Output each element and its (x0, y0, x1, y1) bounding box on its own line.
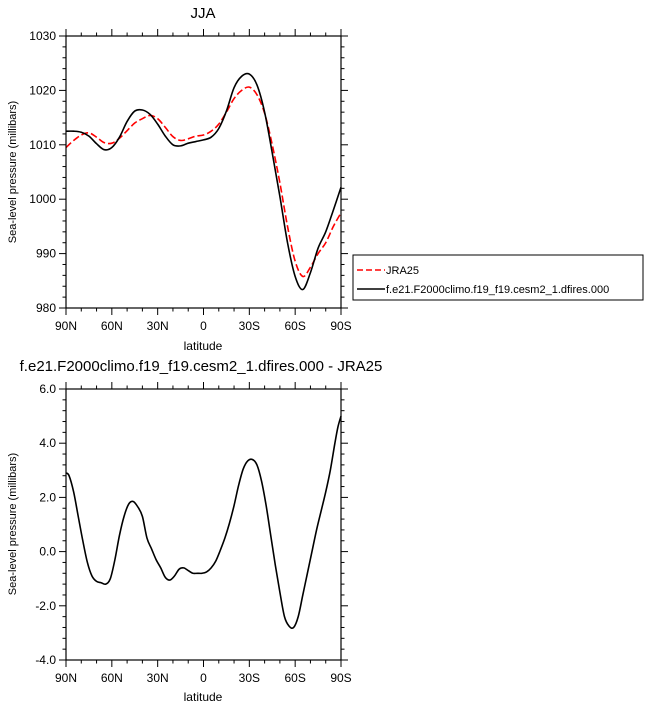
bottom-y-tick-label: -4.0 (35, 653, 56, 667)
bottom-x-tick-label: 90S (330, 671, 351, 685)
bottom-y-tick-label: 4.0 (39, 436, 56, 450)
bottom-series-line-0 (65, 415, 342, 630)
top-y-tick-label: 990 (36, 247, 56, 261)
bottom-chart-title: f.e21.F2000climo.f19_f19.cesm2_1.dfires.… (20, 358, 383, 375)
top-x-axis: 90N 60N 30N 0 30S 60S 90S (55, 29, 352, 333)
top-y-axis-label: Sea-level pressure (millibars) (7, 101, 19, 243)
top-series-line-0 (65, 86, 342, 278)
top-x-tick-label: 60S (284, 319, 305, 333)
bottom-x-tick-label: 60S (284, 671, 305, 685)
top-chart: JJA 980 990 1000 1010 1020 1030 90N 60N 30N 0 30S… (7, 5, 644, 353)
top-x-tick-label: 90S (330, 319, 351, 333)
top-x-tick-label: 30S (239, 319, 260, 333)
bottom-series-layer (65, 415, 342, 630)
bottom-x-axis-label: latitude (184, 690, 223, 704)
bottom-x-tick-label: 30S (239, 671, 260, 685)
top-x-tick-label: 0 (200, 319, 207, 333)
bottom-y-tick-label: 6.0 (39, 382, 56, 396)
bottom-plot-frame (65, 388, 342, 661)
legend-box (352, 254, 644, 301)
top-y-tick-label: 1020 (29, 83, 56, 97)
top-y-tick-label: 980 (36, 301, 56, 315)
bottom-x-tick-label: 60N (101, 671, 123, 685)
top-y-axis: 980 990 1000 1010 1020 1030 (29, 29, 348, 315)
top-y-tick-label: 1000 (29, 192, 56, 206)
top-chart-title: JJA (190, 5, 215, 22)
bottom-x-tick-label: 90N (55, 671, 77, 685)
legend-label-jra25: JRA25 (386, 265, 419, 277)
bottom-y-tick-label: -2.0 (35, 599, 56, 613)
bottom-x-axis: 90N 60N 30N 0 30S 60S 90S (55, 382, 352, 685)
legend-label-model: f.e21.F2000climo.f19_f19.cesm2_1.dfires.… (386, 284, 609, 296)
bottom-chart: f.e21.F2000climo.f19_f19.cesm2_1.dfires.… (7, 358, 382, 704)
top-plot-frame (65, 35, 342, 309)
bottom-y-tick-label: 0.0 (39, 545, 56, 559)
top-x-tick-label: 60N (101, 319, 123, 333)
top-x-axis-label: latitude (184, 339, 223, 353)
top-y-tick-label: 1010 (29, 138, 56, 152)
top-y-tick-label: 1030 (29, 29, 56, 43)
bottom-y-axis-label: Sea-level pressure (millibars) (7, 453, 19, 595)
top-series-layer (65, 72, 342, 291)
legend: JRA25 f.e21.F2000climo.f19_f19.cesm2_1.d… (352, 254, 644, 301)
top-series-line-1 (65, 72, 342, 291)
top-x-tick-label: 90N (55, 319, 77, 333)
bottom-x-tick-label: 30N (147, 671, 169, 685)
bottom-x-tick-label: 0 (200, 671, 207, 685)
bottom-y-axis: -4.0 -2.0 0.0 2.0 4.0 6.0 (35, 382, 348, 667)
bottom-y-tick-label: 2.0 (39, 490, 56, 504)
top-x-tick-label: 30N (147, 319, 169, 333)
